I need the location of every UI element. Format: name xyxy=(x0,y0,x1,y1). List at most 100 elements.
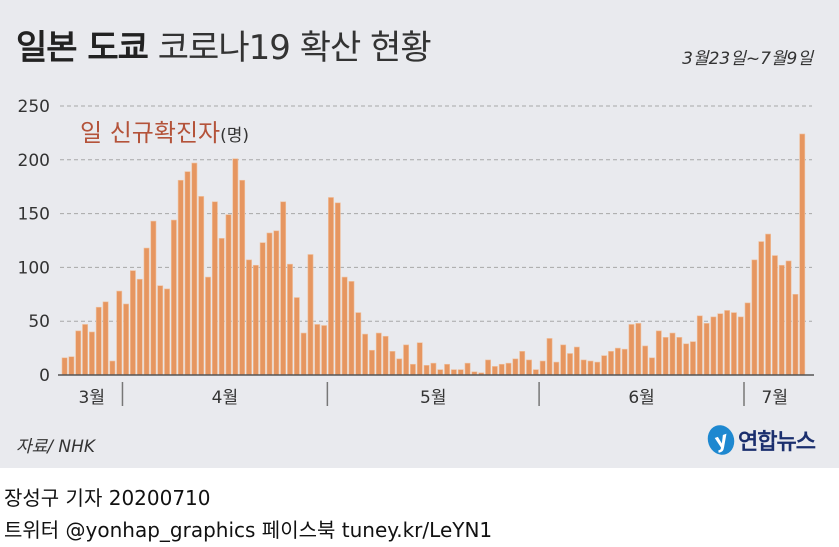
bar xyxy=(246,259,252,376)
bar xyxy=(348,281,355,376)
bar xyxy=(410,363,416,376)
bar xyxy=(792,293,799,376)
bar xyxy=(375,332,382,376)
bar xyxy=(239,179,246,376)
credit-reporter: 장성구 기자 20200710 xyxy=(4,486,211,510)
chart-panel xyxy=(0,0,839,468)
bar xyxy=(293,297,300,376)
bar xyxy=(778,264,785,376)
x-tick-label: 7월 xyxy=(762,388,788,408)
y-tick-label: 250 xyxy=(18,97,50,117)
bar xyxy=(737,316,744,376)
y-tick-label: 150 xyxy=(18,205,50,225)
y-tick-label: 200 xyxy=(18,151,50,171)
bar xyxy=(690,341,696,376)
x-tick-label: 4월 xyxy=(212,388,238,408)
bar xyxy=(573,346,580,376)
bar xyxy=(82,324,88,376)
bar xyxy=(300,332,307,376)
bar xyxy=(642,345,649,376)
bar xyxy=(232,158,239,376)
bar xyxy=(491,366,498,376)
bar xyxy=(75,330,82,376)
bar xyxy=(177,179,184,376)
bar xyxy=(396,358,403,376)
bar xyxy=(758,241,765,376)
bar xyxy=(184,171,191,376)
credit-social: 트위터 @yonhap_graphics 페이스북 tuney.kr/LeYN1 xyxy=(4,518,493,542)
bar xyxy=(341,276,348,376)
bar xyxy=(355,312,362,376)
x-tick-label: 5월 xyxy=(420,388,446,408)
bar xyxy=(649,357,655,376)
bar xyxy=(724,310,731,376)
bar xyxy=(696,315,703,376)
bar xyxy=(580,359,587,376)
x-tick-label: 6월 xyxy=(628,388,654,408)
bar xyxy=(614,347,621,376)
y-tick-label: 100 xyxy=(18,258,50,278)
chart-title: 일본 도쿄 코로나19 확산 현황 xyxy=(16,28,432,68)
bar xyxy=(61,357,68,376)
bar xyxy=(191,162,198,376)
bar xyxy=(382,335,389,376)
bar xyxy=(567,353,573,376)
bar xyxy=(116,290,123,376)
bar xyxy=(136,278,143,376)
bar xyxy=(287,263,293,376)
bar xyxy=(457,369,464,376)
bar xyxy=(423,365,430,376)
bar xyxy=(68,356,75,376)
bar xyxy=(608,351,614,376)
bar xyxy=(526,359,532,376)
bar xyxy=(170,219,177,376)
logo-mark-icon: y xyxy=(703,421,739,459)
bar xyxy=(334,202,341,376)
bar xyxy=(772,255,778,376)
bar xyxy=(539,360,546,376)
bar xyxy=(676,337,683,376)
bar xyxy=(102,301,109,376)
bar xyxy=(307,254,314,376)
bar xyxy=(451,369,457,376)
bar xyxy=(683,343,690,376)
bar xyxy=(164,288,170,376)
bar xyxy=(259,242,266,376)
source-label: 자료/ NHK xyxy=(16,437,96,457)
bar xyxy=(553,361,560,376)
bar xyxy=(485,359,491,376)
bar xyxy=(157,285,164,376)
bar xyxy=(621,348,628,376)
bar xyxy=(205,276,211,376)
bar xyxy=(710,316,717,376)
bar xyxy=(765,233,771,376)
bar xyxy=(273,230,280,376)
legend: 일 신규확진자(명) xyxy=(80,119,250,147)
bar xyxy=(444,363,450,376)
bar xyxy=(95,306,102,376)
bar xyxy=(362,333,369,376)
bar xyxy=(744,302,751,376)
bar xyxy=(416,342,423,376)
bar xyxy=(655,330,662,376)
period-label: 3월23일~7월9일 xyxy=(682,49,813,69)
bar xyxy=(389,351,396,376)
bar xyxy=(430,362,437,376)
y-tick-label: 50 xyxy=(28,312,50,332)
bar xyxy=(266,232,273,376)
bar xyxy=(785,260,792,376)
bar xyxy=(703,323,710,376)
bar-chart: 0 50 100 150 200 250 3월 4월 5월 6월 7월 xyxy=(18,97,814,408)
bar xyxy=(252,264,259,376)
bar xyxy=(662,337,669,376)
bar xyxy=(717,313,724,376)
bar xyxy=(505,362,512,376)
bar xyxy=(123,303,129,376)
bar xyxy=(799,133,806,376)
bar xyxy=(635,323,642,376)
bar xyxy=(314,324,321,376)
bar xyxy=(669,332,676,376)
yonhap-logo: y 연합뉴스 xyxy=(703,421,816,459)
bar xyxy=(587,360,594,376)
bar xyxy=(594,361,601,376)
